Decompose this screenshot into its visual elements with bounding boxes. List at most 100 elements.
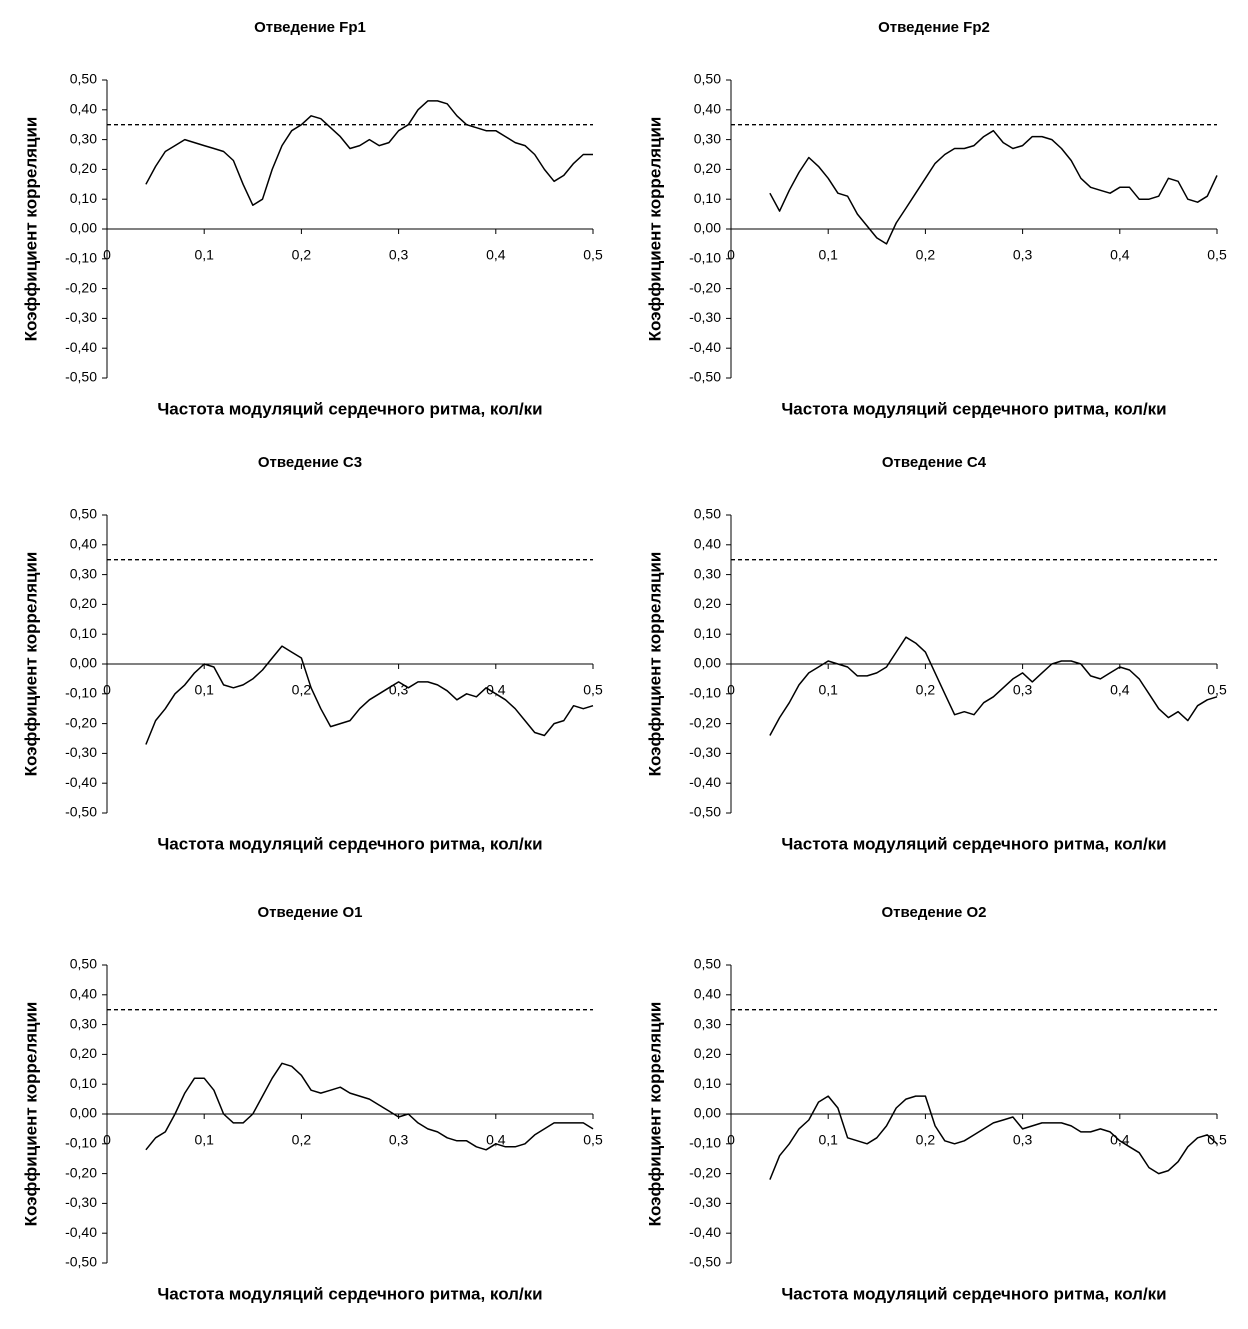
x-tick-label: 0,5	[1207, 247, 1227, 263]
x-tick-label: 0	[727, 247, 735, 263]
y-tick-label: -0,40	[65, 339, 97, 355]
y-tick-label: -0,10	[689, 250, 721, 266]
x-tick-label: 0,1	[818, 1132, 838, 1148]
x-axis-label: Частота модуляций сердечного ритма, кол/…	[781, 1284, 1166, 1303]
y-tick-label: -0,10	[65, 685, 97, 701]
y-tick-label: -0,30	[689, 744, 721, 760]
y-tick-label: 0,40	[694, 536, 721, 552]
y-tick-label: 0,00	[70, 655, 97, 671]
y-tick-label: 0,30	[694, 565, 721, 581]
y-tick-label: -0,50	[65, 369, 97, 385]
y-tick-label: 0,20	[694, 595, 721, 611]
x-tick-label: 0	[103, 1132, 111, 1148]
y-tick-label: 0,40	[70, 536, 97, 552]
y-tick-label: -0,10	[65, 1135, 97, 1151]
y-tick-label: 0,30	[70, 1015, 97, 1031]
data-line	[145, 1062, 594, 1151]
y-tick-label: 0,50	[70, 506, 97, 522]
y-axis-label: Коэффициент корреляции	[645, 552, 664, 777]
y-tick-label: 0,00	[694, 220, 721, 236]
x-tick-label: 0,1	[818, 247, 838, 263]
x-tick-label: 0,5	[583, 682, 603, 698]
x-tick-label: 0,2	[292, 1132, 312, 1148]
x-axis-label: Частота модуляций сердечного ритма, кол/…	[157, 834, 542, 853]
y-tick-label: 0,10	[70, 1075, 97, 1091]
y-tick-label: 0,20	[70, 160, 97, 176]
x-tick-label: 0	[103, 682, 111, 698]
x-axis-label: Частота модуляций сердечного ритма, кол/…	[781, 399, 1166, 418]
y-tick-label: 0,50	[694, 506, 721, 522]
y-tick-label: 0,20	[694, 1045, 721, 1061]
x-tick-label: 0,2	[916, 682, 936, 698]
data-line	[769, 636, 1218, 736]
chart-title: Отведение С3	[258, 454, 362, 471]
y-tick-label: -0,30	[65, 744, 97, 760]
y-tick-label: 0,00	[70, 1105, 97, 1121]
y-tick-label: -0,40	[65, 1224, 97, 1240]
data-line	[145, 100, 593, 206]
x-axis-label: Частота модуляций сердечного ритма, кол/…	[157, 1284, 542, 1303]
y-axis-label: Коэффициент корреляции	[21, 1002, 40, 1227]
x-tick-label: 0,3	[1013, 247, 1033, 263]
data-line	[145, 645, 594, 745]
x-tick-label: 0,4	[486, 682, 506, 698]
y-tick-label: -0,40	[65, 774, 97, 790]
x-axis-label: Частота модуляций сердечного ритма, кол/…	[781, 834, 1166, 853]
x-tick-label: 0,2	[916, 247, 936, 263]
y-tick-label: 0,40	[70, 986, 97, 1002]
y-tick-label: -0,20	[65, 279, 97, 295]
chart-panel: Отведение О1 Частота модуляций сердечного…	[21, 904, 602, 1304]
y-tick-label: -0,50	[689, 369, 721, 385]
y-tick-label: -0,50	[689, 804, 721, 820]
y-tick-label: 0,10	[70, 625, 97, 641]
y-tick-label: 0,10	[694, 625, 721, 641]
x-tick-label: 0,5	[1207, 1132, 1227, 1148]
x-tick-label: 0,5	[583, 247, 603, 263]
x-tick-label: 0,1	[194, 1132, 214, 1148]
chart-title: Отведение С4	[882, 454, 987, 471]
y-tick-label: -0,20	[65, 714, 97, 730]
y-tick-label: -0,30	[689, 1194, 721, 1210]
y-tick-label: 0,20	[70, 1045, 97, 1061]
x-tick-label: 0,4	[1110, 247, 1130, 263]
y-tick-label: 0,10	[694, 190, 721, 206]
y-tick-label: -0,10	[689, 685, 721, 701]
x-tick-label: 0,5	[583, 1132, 603, 1148]
y-tick-label: 0,40	[70, 101, 97, 117]
y-tick-label: -0,40	[689, 774, 721, 790]
x-tick-label: 0,4	[486, 247, 506, 263]
y-tick-label: 0,40	[694, 986, 721, 1002]
data-line	[769, 1095, 1218, 1180]
y-tick-label: -0,40	[689, 339, 721, 355]
chart-panel: Отведение Fp2 Частота модуляций сердечног…	[645, 19, 1226, 419]
y-tick-label: 0,10	[694, 1075, 721, 1091]
y-tick-label: 0,50	[694, 956, 721, 972]
y-tick-label: -0,20	[65, 1164, 97, 1180]
chart-title: Отведение Fp1	[254, 19, 366, 36]
y-tick-label: 0,00	[694, 655, 721, 671]
y-axis-label: Коэффициент корреляции	[645, 117, 664, 342]
y-tick-label: -0,30	[65, 1194, 97, 1210]
chart-title: Отведение О1	[257, 904, 362, 921]
y-tick-label: 0,00	[70, 220, 97, 236]
y-tick-label: -0,10	[689, 1135, 721, 1151]
data-line	[769, 129, 1218, 245]
y-tick-label: 0,30	[694, 130, 721, 146]
x-tick-label: 0,3	[389, 682, 409, 698]
y-axis-label: Коэффициент корреляции	[21, 117, 40, 342]
y-tick-label: -0,30	[65, 309, 97, 325]
y-tick-label: 0,10	[70, 190, 97, 206]
y-tick-label: 0,50	[70, 956, 97, 972]
chart-panel: Отведение О2 Частота модуляций сердечного…	[645, 904, 1226, 1304]
y-tick-label: 0,50	[70, 71, 97, 87]
x-tick-label: 0,1	[194, 247, 214, 263]
y-tick-label: -0,10	[65, 250, 97, 266]
chart-title: Отведение Fp2	[878, 19, 990, 36]
x-tick-label: 0,2	[292, 682, 312, 698]
x-tick-label: 0	[727, 1132, 735, 1148]
y-tick-label: 0,30	[694, 1015, 721, 1031]
y-axis-label: Коэффициент корреляции	[645, 1002, 664, 1227]
y-tick-label: 0,20	[70, 595, 97, 611]
y-tick-label: 0,20	[694, 160, 721, 176]
chart-panel: Отведение С3 Частота модуляций сердечного…	[21, 454, 602, 854]
